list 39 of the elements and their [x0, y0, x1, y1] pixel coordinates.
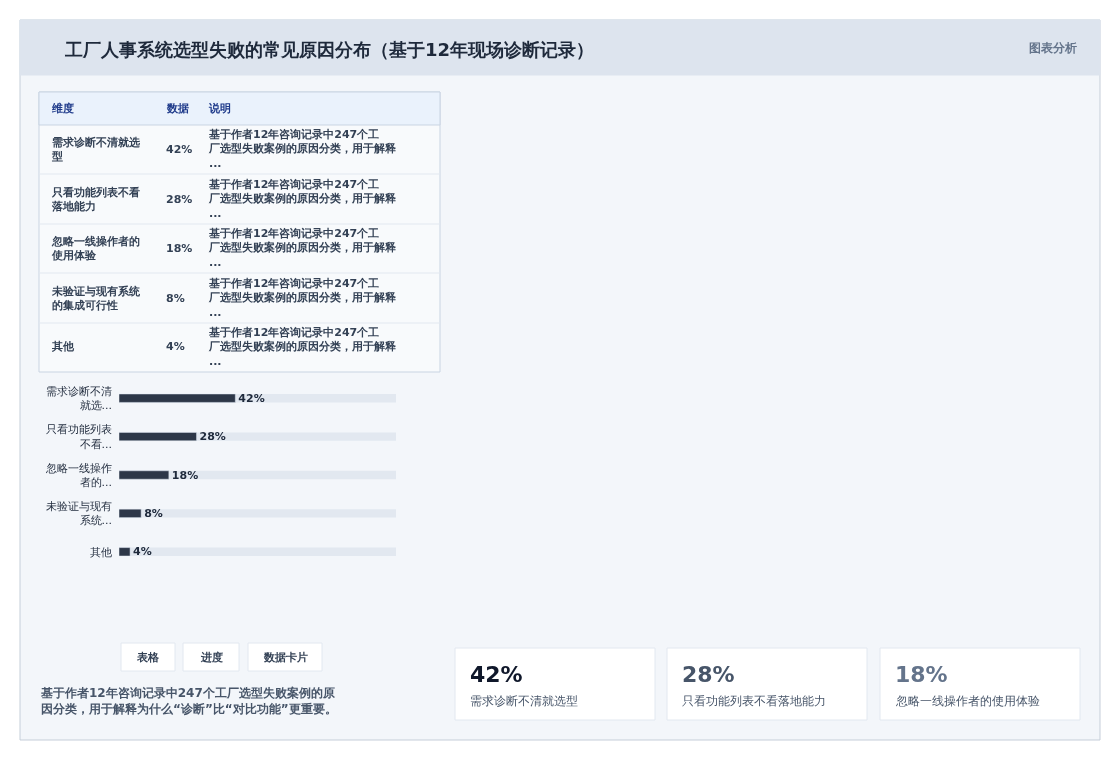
data-label: 4% [133, 545, 152, 559]
text: 数据卡片 [263, 651, 308, 664]
y-tick-label: 其他 [90, 545, 112, 559]
text: 工厂人事系统选型失败的常见原因分布（基于12年现场诊断记录） [64, 39, 595, 60]
y-tick-label: 只看功能列表不看... [46, 423, 112, 451]
text: 基于作者12年咨询记录中247个工厂选型失败案例的原因分类，用于解释... [208, 277, 397, 319]
text: 基于作者12年咨询记录中247个工厂选型失败案例的原因分类，用于解释... [208, 178, 397, 220]
data-label: 18% [171, 468, 199, 482]
text: 只看功能列表不看落地能力 [682, 694, 826, 708]
text: 进度 [200, 651, 223, 664]
text: 8% [166, 292, 185, 305]
text: 忽略一线操作者的使用体验 [51, 235, 140, 263]
text: 18% [895, 662, 948, 687]
text: 图表分析 [1029, 41, 1077, 55]
text: 42% [470, 662, 523, 687]
text: 维度 [51, 102, 74, 115]
text: 需求诊断不清就选型 [51, 136, 140, 164]
text: 42% [166, 143, 193, 156]
text: 说明 [208, 102, 231, 115]
text: 28% [166, 193, 193, 206]
text: 基于作者12年咨询记录中247个工厂选型失败案例的原因分类，用于解释... [208, 326, 397, 368]
text: 只看功能列表不看落地能力 [51, 186, 140, 214]
data-label: 8% [144, 506, 163, 520]
y-tick-label: 忽略一线操作者的... [45, 461, 112, 489]
text: 基于作者12年咨询记录中247个工厂选型失败案例的原因分类，用于解释... [208, 227, 397, 269]
text: 基于作者12年咨询记录中247个工厂选型失败案例的原因分类，用于解释为什么“诊断”比“对比功能”更重要。 [40, 686, 337, 716]
text: 需求诊断不清就选型 [470, 694, 578, 708]
text: 未验证与现有系统的集成可行性 [51, 285, 141, 313]
text: 4% [166, 340, 185, 353]
text: 忽略一线操作者的使用体验 [895, 694, 1040, 708]
y-tick-label: 未验证与现有系统... [46, 500, 112, 528]
data-label: 42% [238, 391, 265, 405]
data-label: 28% [199, 430, 226, 444]
text: 基于作者12年咨询记录中247个工厂选型失败案例的原因分类，用于解释... [208, 128, 397, 170]
y-tick-label: 需求诊断不清就选... [46, 384, 112, 413]
text: 18% [166, 242, 193, 255]
text: 表格 [136, 651, 160, 664]
text: 数据 [166, 102, 189, 115]
text: 28% [682, 662, 735, 687]
